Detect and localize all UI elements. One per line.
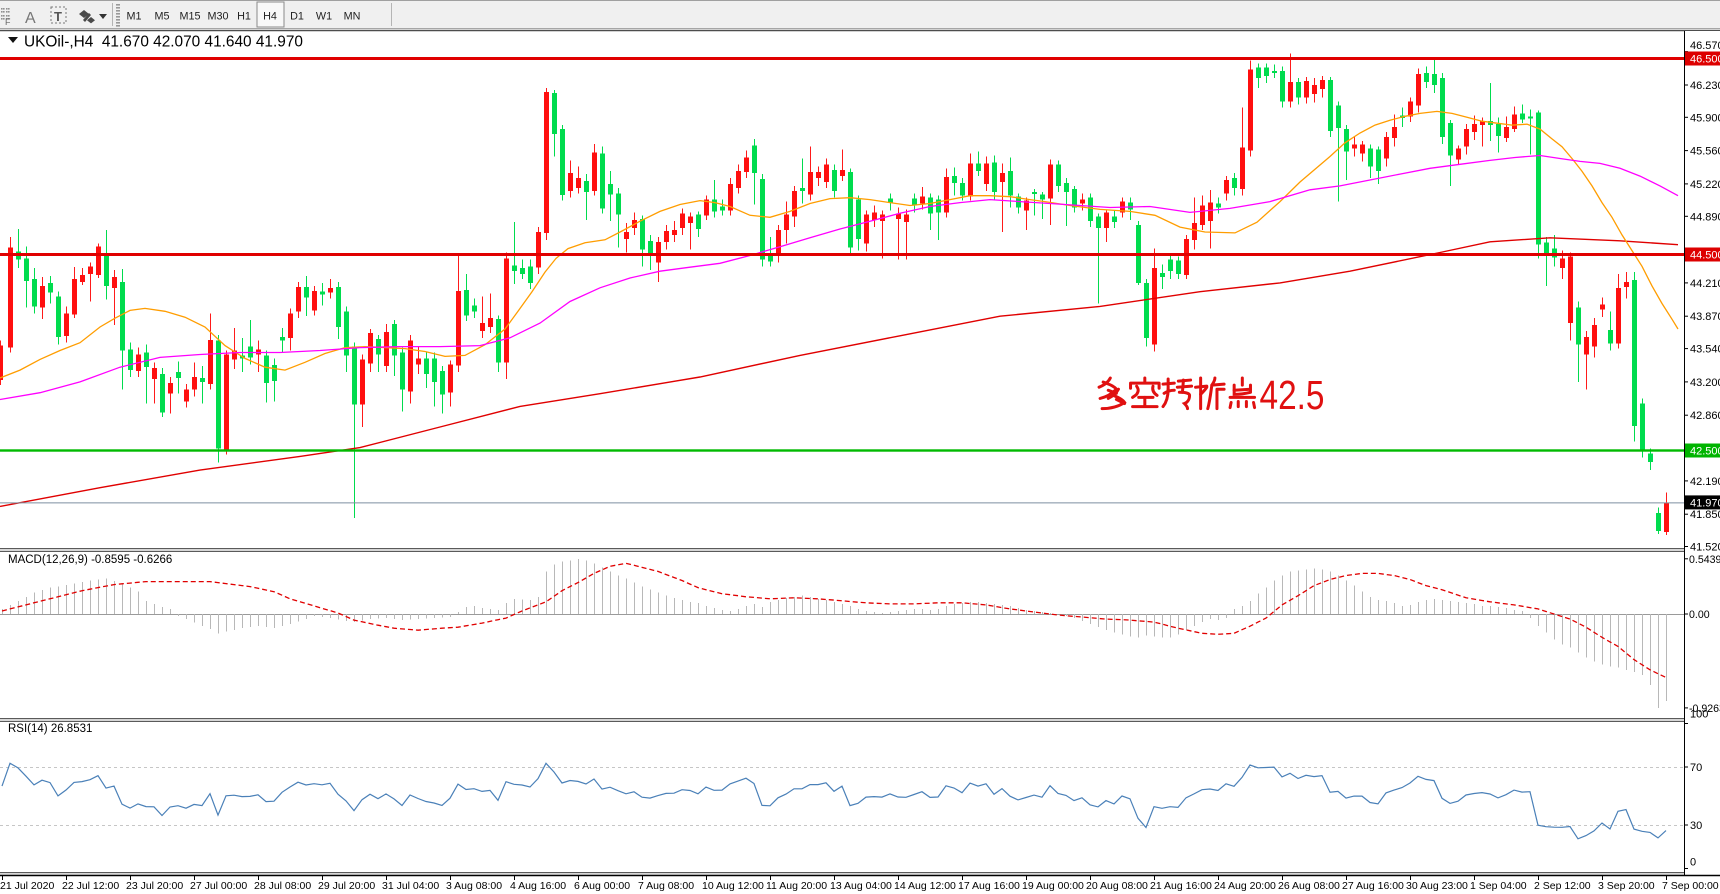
svg-text:MACD(12,26,9) -0.8595 -0.6266: MACD(12,26,9) -0.8595 -0.6266 bbox=[8, 554, 172, 566]
svg-text:1 Sep 04:00: 1 Sep 04:00 bbox=[1470, 880, 1527, 892]
svg-text:6 Aug 00:00: 6 Aug 00:00 bbox=[574, 880, 630, 892]
svg-text:19 Aug 00:00: 19 Aug 00:00 bbox=[1022, 880, 1084, 892]
svg-text:42.860: 42.860 bbox=[1690, 410, 1720, 422]
svg-text:-0.9263: -0.9263 bbox=[1689, 703, 1720, 715]
svg-text:0.00: 0.00 bbox=[1689, 609, 1710, 621]
svg-text:41.520: 41.520 bbox=[1690, 542, 1720, 554]
svg-text:43.870: 43.870 bbox=[1690, 311, 1720, 323]
svg-text:20 Aug 08:00: 20 Aug 08:00 bbox=[1086, 880, 1148, 892]
svg-text:7 Aug 08:00: 7 Aug 08:00 bbox=[638, 880, 694, 892]
svg-text:43.540: 43.540 bbox=[1690, 344, 1720, 356]
svg-text:45.560: 45.560 bbox=[1690, 146, 1720, 158]
svg-text:41.850: 41.850 bbox=[1690, 509, 1720, 521]
svg-text:M30: M30 bbox=[207, 11, 228, 23]
svg-text:42.500: 42.500 bbox=[1690, 446, 1720, 458]
svg-text:UKOil-,H4 41.670 42.070 41.64: UKOil-,H4 41.670 42.070 41.640 41.970 bbox=[24, 34, 303, 51]
svg-text:30 Aug 23:00: 30 Aug 23:00 bbox=[1406, 880, 1468, 892]
svg-text:A: A bbox=[25, 10, 36, 27]
svg-text:M5: M5 bbox=[155, 11, 170, 23]
svg-text:3 Sep 20:00: 3 Sep 20:00 bbox=[1598, 880, 1655, 892]
svg-text:7 Sep 00:00: 7 Sep 00:00 bbox=[1662, 880, 1719, 892]
svg-text:46.570: 46.570 bbox=[1690, 40, 1720, 52]
svg-text:10 Aug 12:00: 10 Aug 12:00 bbox=[702, 880, 764, 892]
svg-text:41.970: 41.970 bbox=[1690, 497, 1720, 509]
svg-text:11 Aug 20:00: 11 Aug 20:00 bbox=[766, 880, 827, 892]
svg-text:31 Jul 04:00: 31 Jul 04:00 bbox=[382, 880, 439, 892]
svg-text:44.890: 44.890 bbox=[1690, 211, 1720, 223]
svg-text:43.200: 43.200 bbox=[1690, 377, 1720, 389]
svg-text:M1: M1 bbox=[127, 11, 142, 23]
svg-text:70: 70 bbox=[1690, 762, 1702, 774]
svg-text:27 Aug 16:00: 27 Aug 16:00 bbox=[1342, 880, 1404, 892]
svg-text:24 Aug 20:00: 24 Aug 20:00 bbox=[1214, 880, 1276, 892]
svg-text:45.220: 45.220 bbox=[1690, 179, 1720, 191]
svg-text:45.900: 45.900 bbox=[1690, 112, 1720, 124]
svg-text:H1: H1 bbox=[237, 11, 251, 23]
svg-text:26 Aug 08:00: 26 Aug 08:00 bbox=[1278, 880, 1340, 892]
svg-text:T: T bbox=[54, 9, 62, 24]
svg-text:MN: MN bbox=[344, 11, 361, 23]
svg-text:29 Jul 20:00: 29 Jul 20:00 bbox=[318, 880, 375, 892]
svg-text:46.230: 46.230 bbox=[1690, 80, 1720, 92]
svg-text:RSI(14) 26.8531: RSI(14) 26.8531 bbox=[8, 723, 92, 735]
svg-text:13 Aug 04:00: 13 Aug 04:00 bbox=[830, 880, 892, 892]
svg-text:22 Jul 12:00: 22 Jul 12:00 bbox=[62, 880, 119, 892]
svg-text:42.5: 42.5 bbox=[1260, 372, 1325, 418]
svg-text:28 Jul 08:00: 28 Jul 08:00 bbox=[254, 880, 311, 892]
svg-text:14 Aug 12:00: 14 Aug 12:00 bbox=[894, 880, 956, 892]
svg-text:44.500: 44.500 bbox=[1690, 250, 1720, 262]
svg-text:44.210: 44.210 bbox=[1690, 278, 1720, 290]
svg-text:0.5439: 0.5439 bbox=[1689, 554, 1720, 566]
svg-text:0: 0 bbox=[1690, 857, 1696, 869]
svg-text:H4: H4 bbox=[263, 11, 277, 23]
svg-text:F: F bbox=[5, 17, 11, 27]
svg-text:21 Jul 2020: 21 Jul 2020 bbox=[0, 880, 54, 892]
svg-text:M15: M15 bbox=[179, 11, 200, 23]
svg-text:W1: W1 bbox=[316, 11, 332, 23]
svg-text:D1: D1 bbox=[290, 11, 304, 23]
svg-text:46.500: 46.500 bbox=[1690, 54, 1720, 66]
svg-text:42.190: 42.190 bbox=[1690, 476, 1720, 488]
svg-text:23 Jul 20:00: 23 Jul 20:00 bbox=[126, 880, 183, 892]
svg-text:30: 30 bbox=[1690, 820, 1702, 832]
svg-text:4 Aug 16:00: 4 Aug 16:00 bbox=[510, 880, 566, 892]
svg-text:27 Jul 00:00: 27 Jul 00:00 bbox=[190, 880, 247, 892]
svg-text:21 Aug 16:00: 21 Aug 16:00 bbox=[1150, 880, 1212, 892]
svg-text:3 Aug 08:00: 3 Aug 08:00 bbox=[446, 880, 502, 892]
svg-text:100: 100 bbox=[1690, 709, 1708, 721]
svg-text:2 Sep 12:00: 2 Sep 12:00 bbox=[1534, 880, 1591, 892]
svg-text:17 Aug 16:00: 17 Aug 16:00 bbox=[958, 880, 1020, 892]
